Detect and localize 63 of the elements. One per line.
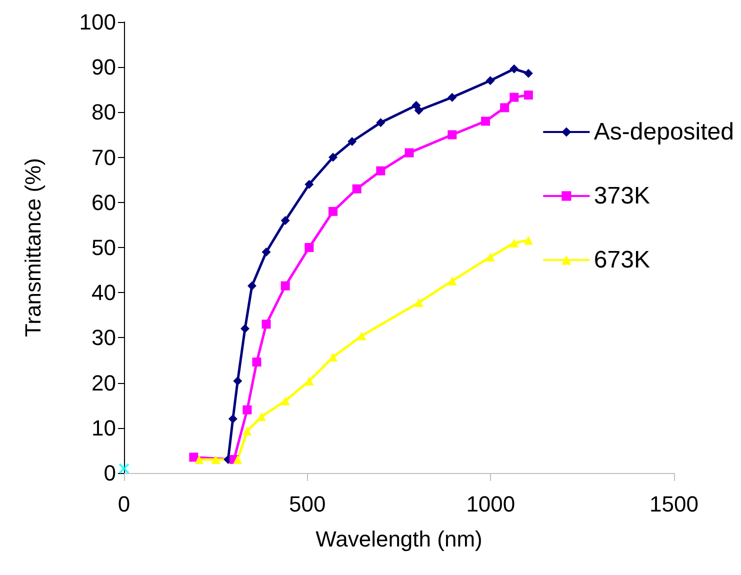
y-tick-label: 20: [92, 370, 116, 396]
point: [352, 184, 362, 194]
point: [404, 148, 414, 158]
y-tick-label: 80: [92, 100, 116, 125]
point: [211, 454, 220, 464]
point: [240, 324, 250, 334]
y-tick-label: 70: [92, 144, 116, 170]
point: [328, 152, 338, 162]
point: [448, 276, 457, 286]
point: [242, 405, 252, 414]
point: [510, 238, 519, 248]
point: [414, 298, 424, 308]
point: [486, 252, 495, 262]
point: [486, 76, 495, 86]
point: [262, 248, 271, 257]
point: [376, 166, 386, 176]
point: [328, 352, 338, 362]
point: [510, 64, 519, 74]
point: [481, 116, 490, 126]
x-tick-label: 500: [288, 492, 326, 516]
point: [376, 118, 386, 128]
point: [228, 414, 238, 424]
y-tick-label: 30: [92, 325, 116, 350]
y-tick-label: 0: [104, 460, 116, 486]
point: [194, 454, 204, 464]
point: [280, 216, 290, 225]
point: [189, 452, 198, 462]
y-tick-label: 50: [92, 235, 116, 260]
y-tick-label: 90: [92, 54, 116, 80]
point: [280, 281, 290, 290]
point: [247, 281, 256, 290]
legend-label: 373K: [594, 182, 650, 210]
point: [280, 396, 290, 406]
legend-label: 673K: [594, 246, 650, 274]
point: [357, 331, 366, 340]
point: [262, 320, 271, 329]
legend-label: As-deposited: [594, 118, 734, 146]
y-axis-title: Transmittance (%): [20, 158, 46, 337]
point: [233, 454, 242, 464]
point: [448, 92, 457, 102]
point: [524, 68, 533, 78]
x-tick-label: 1500: [650, 492, 698, 516]
point: [233, 376, 242, 386]
point: [304, 376, 314, 386]
point: [304, 243, 314, 252]
point: [500, 103, 510, 112]
point: [414, 106, 424, 115]
y-tick-label: 100: [79, 10, 116, 34]
point: [510, 92, 519, 102]
point: [242, 426, 252, 436]
point: [328, 206, 338, 216]
x-axis-title: Wavelength (nm): [316, 526, 482, 552]
point: [524, 236, 533, 245]
point: [257, 412, 266, 422]
y-tick-label: 60: [92, 190, 116, 215]
y-tick-label: 10: [92, 415, 116, 440]
point: [304, 180, 314, 189]
point: [252, 358, 262, 367]
y-tick-label: 40: [92, 280, 116, 306]
x-tick-label: 1000: [466, 492, 516, 516]
point: [524, 90, 533, 100]
point: [448, 130, 457, 140]
point: [348, 137, 357, 146]
